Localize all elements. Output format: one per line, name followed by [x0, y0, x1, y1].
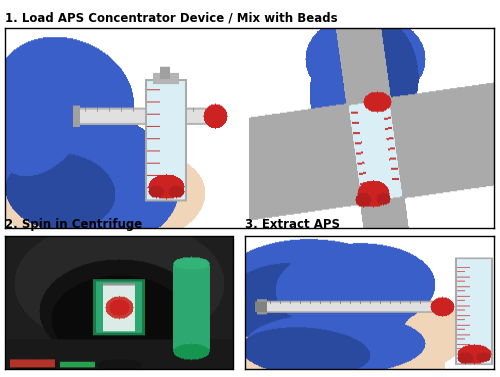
Text: 3. Extract APS: 3. Extract APS: [245, 218, 340, 231]
Text: 1. Load APS Concentrator Device / Mix with Beads: 1. Load APS Concentrator Device / Mix wi…: [5, 12, 338, 25]
Text: 2. Spin in Centrifuge: 2. Spin in Centrifuge: [5, 218, 142, 231]
